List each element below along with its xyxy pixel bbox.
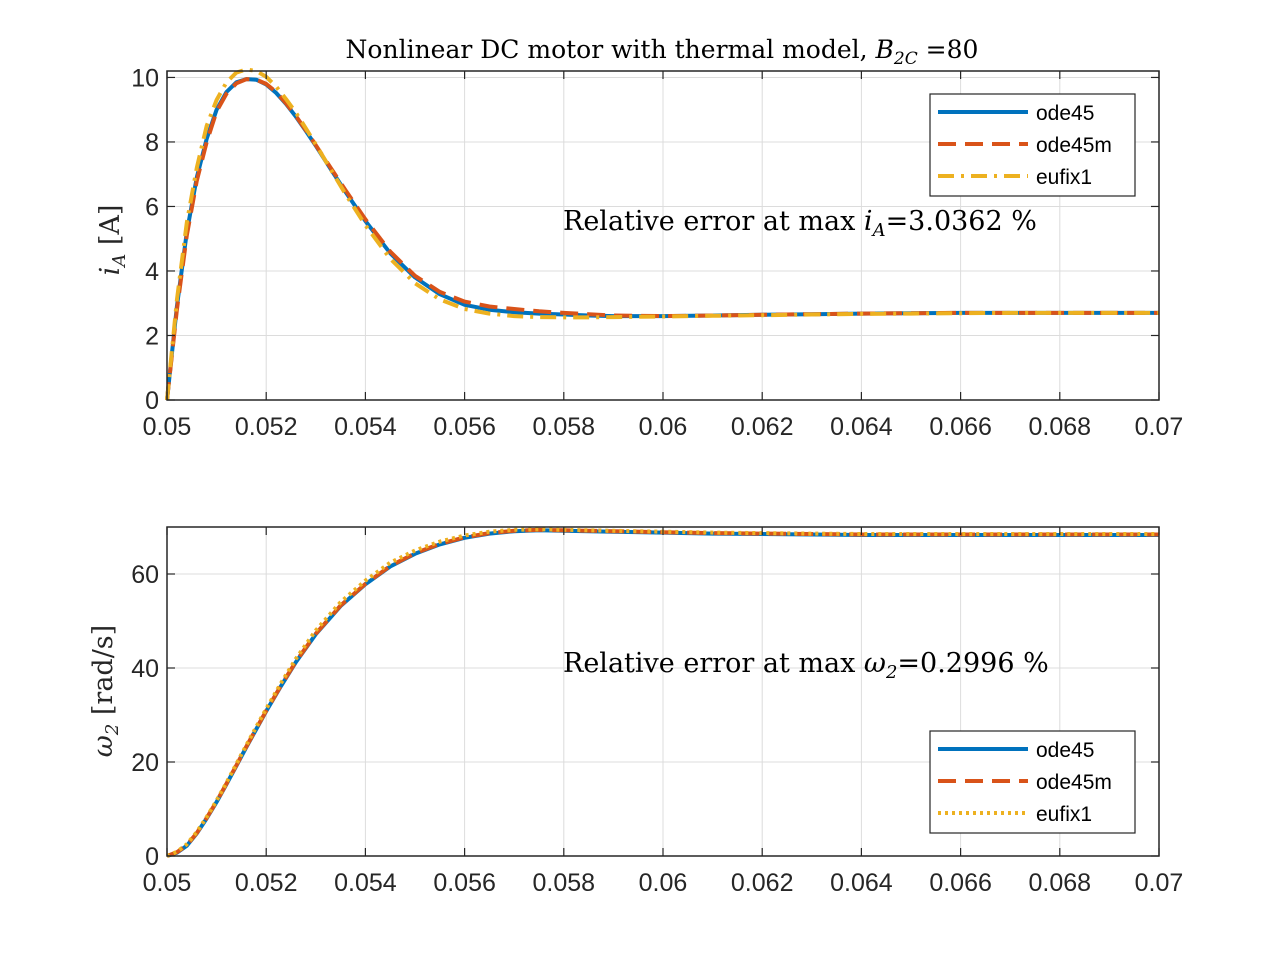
legend-label: ode45m: [1036, 771, 1112, 794]
x-tick-labels: 0.05 0.052 0.054 0.056 0.058 0.06 0.062 0.064 0.…: [143, 413, 1184, 441]
x-tick-label: 0.068: [1029, 869, 1092, 897]
x-tick-label: 0.07: [1135, 413, 1184, 441]
x-tick-label: 0.062: [731, 413, 794, 441]
x-tick-label: 0.05: [143, 413, 192, 441]
annotation-text: Relative error at max ω2=0.2996 %: [563, 648, 1049, 683]
y-tick-label: 2: [145, 322, 159, 350]
x-tick-label: 0.056: [433, 413, 496, 441]
x-tick-label: 0.05: [143, 869, 192, 897]
y-tick-label: 8: [145, 129, 159, 157]
tick-marks: [166, 71, 1160, 401]
x-tick-label: 0.052: [235, 869, 298, 897]
x-tick-label: 0.06: [639, 413, 688, 441]
y-tick-label: 0: [145, 843, 159, 871]
x-tick-label: 0.054: [334, 869, 397, 897]
y-tick-label: 4: [145, 258, 159, 286]
x-tick-label: 0.06: [639, 869, 688, 897]
x-tick-label: 0.07: [1135, 869, 1184, 897]
x-tick-label: 0.068: [1029, 413, 1092, 441]
annotation-text: Relative error at max iA=3.0362 %: [563, 206, 1037, 241]
series-layer: [166, 527, 1159, 858]
x-tick-label: 0.052: [235, 413, 298, 441]
series-line-eufix1: [165, 67, 1159, 401]
y-tick-label: 0: [145, 387, 159, 415]
y-tick-labels: 0 20 40 60: [131, 561, 159, 871]
x-tick-label: 0.054: [334, 413, 397, 441]
legend-label: ode45m: [1036, 134, 1112, 157]
legend-label: ode45: [1036, 739, 1094, 762]
y-tick-label: 20: [131, 749, 159, 777]
x-tick-label: 0.064: [830, 869, 893, 897]
y-tick-label: 10: [131, 64, 159, 92]
x-tick-label: 0.064: [830, 413, 893, 441]
series-layer: [165, 67, 1159, 401]
series-line-eufix1: [166, 527, 1159, 858]
x-tick-label: 0.066: [929, 413, 992, 441]
y-axis-label: ω2 [rad/s]: [88, 625, 123, 757]
x-tick-label: 0.062: [731, 869, 794, 897]
legend: ode45 ode45m eufix1: [929, 730, 1136, 834]
y-tick-label: 6: [145, 193, 159, 221]
x-tick-labels: 0.05 0.052 0.054 0.056 0.058 0.06 0.062 0.064 0.…: [143, 869, 1184, 897]
y-tick-labels: 0 2 4 6 8 10: [131, 64, 159, 415]
speed-plot: 0.05 0.052 0.054 0.056 0.058 0.06 0.062 0.064 0.…: [88, 526, 1184, 897]
y-tick-label: 60: [131, 561, 159, 589]
legend: ode45 ode45m eufix1: [929, 93, 1136, 197]
x-tick-label: 0.058: [533, 413, 596, 441]
legend-label: ode45: [1036, 102, 1094, 125]
x-tick-label: 0.066: [929, 869, 992, 897]
y-axis-label: iA [A]: [95, 205, 130, 276]
x-tick-label: 0.056: [433, 869, 496, 897]
current-plot: 0.05 0.052 0.054 0.056 0.058 0.06 0.062 0.064 0.…: [95, 64, 1183, 441]
x-tick-label: 0.058: [533, 869, 596, 897]
tick-marks: [166, 527, 1160, 857]
legend-label: eufix1: [1036, 803, 1092, 826]
y-tick-label: 40: [131, 655, 159, 683]
series-line-ode45m: [165, 77, 1159, 401]
chart-title: Nonlinear DC motor with thermal model, B…: [346, 35, 979, 69]
legend-label: eufix1: [1036, 166, 1092, 189]
